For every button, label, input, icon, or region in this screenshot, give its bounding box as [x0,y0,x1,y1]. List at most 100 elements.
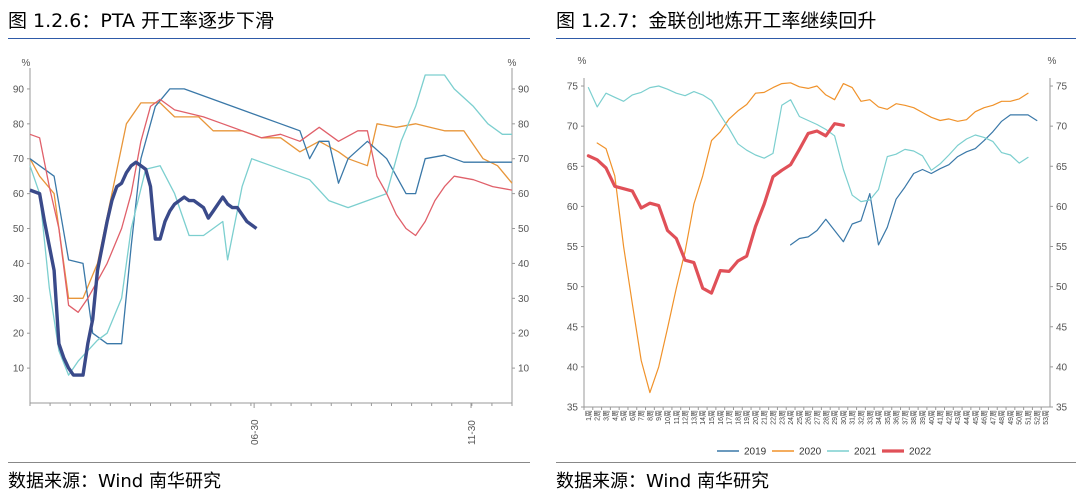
right-xtick-label: 36周 [893,410,901,425]
right-xtick-label: 51周 [1025,410,1033,425]
right-xtick-label: 29周 [831,410,839,425]
left-ytick-label: 20 [13,329,25,340]
legend-label-2022: 2022 [909,447,932,458]
right-line-2022 [586,122,845,295]
right-xtick-label: 22周 [770,410,778,425]
right-xtick-label: 31周 [849,410,857,425]
right-ytick-label: 35 [567,403,579,414]
left-xtick-label: 06-30 [250,419,261,445]
left-title-rule [8,38,530,39]
left-ytick-label: 50 [13,224,25,235]
left-ytick-label: 60 [13,189,25,200]
right-line-2020 [596,82,1029,394]
right-xtick-label: 27周 [814,410,822,425]
right-xtick-label: 48周 [998,410,1006,425]
right-xtick-label: 44周 [963,410,971,425]
left-chart: % % 10 10 20 20 30 30 40 40 50 50 60 60 70 70 80 80 90 90 06… [13,58,530,445]
right-xtick-label: 35周 [884,410,892,425]
right-line-2021 [587,85,1029,203]
right-ytick-label: 40 [567,362,579,373]
right-ytick-label-right: 45 [1056,322,1068,333]
left-ytick-label: 90 [13,84,25,95]
right-ytick-label: 70 [567,122,579,133]
right-xtick-label: 43周 [954,410,962,425]
right-xtick-label: 21周 [761,410,769,425]
left-ytick-label-right: 10 [518,364,530,375]
right-xtick-label: 12周 [682,410,690,425]
right-xtick-label: 17周 [726,410,734,425]
right-xtick-label: 23周 [778,410,786,425]
right-xtick-label: 50周 [1016,410,1024,425]
right-xtick-label: 49周 [1007,410,1015,425]
right-xtick-label: 11周 [673,410,681,424]
right-xtick-label: 19周 [743,410,751,425]
left-source-rule [8,462,530,463]
right-source: 数据来源：Wind 南华研究 [556,471,769,492]
right-xtick-label: 25周 [796,410,804,425]
right-xtick-label: 42周 [945,410,953,425]
right-xtick-label: 32周 [857,410,865,425]
left-ytick-label-right: 40 [518,259,530,270]
right-xtick-label: 10周 [664,410,672,425]
right-xtick-label: 2周 [594,410,602,421]
left-y-unit: % [22,58,31,69]
right-xtick-label: 30周 [840,410,848,425]
right-xtick-label: 15周 [708,410,716,425]
right-ytick-label-right: 40 [1056,362,1068,373]
left-ytick-label-right: 90 [518,84,530,95]
right-xtick-label: 16周 [717,410,725,425]
right-title-rule [556,38,1076,39]
right-ytick-label-right: 75 [1056,82,1068,93]
right-xtick-label: 28周 [822,410,830,425]
left-ytick-label: 40 [13,259,25,270]
right-xtick-label: 53周 [1042,410,1050,425]
left-source: 数据来源：Wind 南华研究 [8,471,221,492]
right-source-rule [556,462,1076,463]
left-ytick-label: 10 [13,364,25,375]
right-xtick-label: 8周 [646,410,654,421]
left-ytick-label-right: 30 [518,294,530,305]
right-ytick-label-right: 35 [1056,403,1068,414]
right-xtick-label: 20周 [752,410,760,425]
right-y-unit: % [508,58,517,69]
left-ytick-label-right: 70 [518,154,530,165]
right-ytick-label-right: 60 [1056,202,1068,213]
left-line-series1 [29,102,513,299]
left-ytick-label: 30 [13,294,25,305]
right-ytick-label: 50 [567,282,579,293]
right-ytick-label: 55 [567,242,579,253]
right-xtick-label: 24周 [787,410,795,425]
right-chart-title: 图 1.2.7：金联创地炼开工率继续回升 [556,10,877,32]
legend-label-2020: 2020 [799,447,822,458]
right-ytick-label: 65 [567,162,579,173]
right-xtick-label: 38周 [910,410,918,425]
right-xtick-label: 40周 [928,410,936,425]
right-xtick-label: 7周 [638,410,646,421]
right-xtick-label: 5周 [620,410,628,421]
left-ytick-label-right: 20 [518,329,530,340]
right-xtick-label: 45周 [972,410,980,425]
right-xtick-label: 26周 [805,410,813,425]
right-xtick-label: 18周 [734,410,742,425]
right-xtick-label: 47周 [989,410,997,425]
left-chart-title: 图 1.2.6：PTA 开工率逐步下滑 [8,10,275,32]
left-line-series2 [29,88,512,345]
right-ytick-label: 45 [567,322,579,333]
legend-label-2021: 2021 [854,447,877,458]
right-xtick-label: 46周 [981,410,989,425]
left-xtick-label: 11-30 [467,420,478,445]
right-xtick-label: 41周 [937,410,945,425]
left-ytick-label-right: 50 [518,224,530,235]
right-xtick-label: 39周 [919,410,927,425]
left-ytick-label-right: 80 [518,119,530,130]
left-ytick-label: 70 [13,154,25,165]
right-xtick-label: 33周 [866,410,874,425]
right-xtick-label: 37周 [901,410,909,425]
right-xtick-label: 13周 [690,410,698,425]
left-ytick-label: 80 [13,119,25,130]
right-xtick-label: 14周 [699,410,707,425]
right-xtick-label: 3周 [602,410,610,421]
right-y-unit-left: % [578,56,587,67]
right-xtick-label: 4周 [611,410,619,421]
left-ytick-label-right: 60 [518,189,530,200]
